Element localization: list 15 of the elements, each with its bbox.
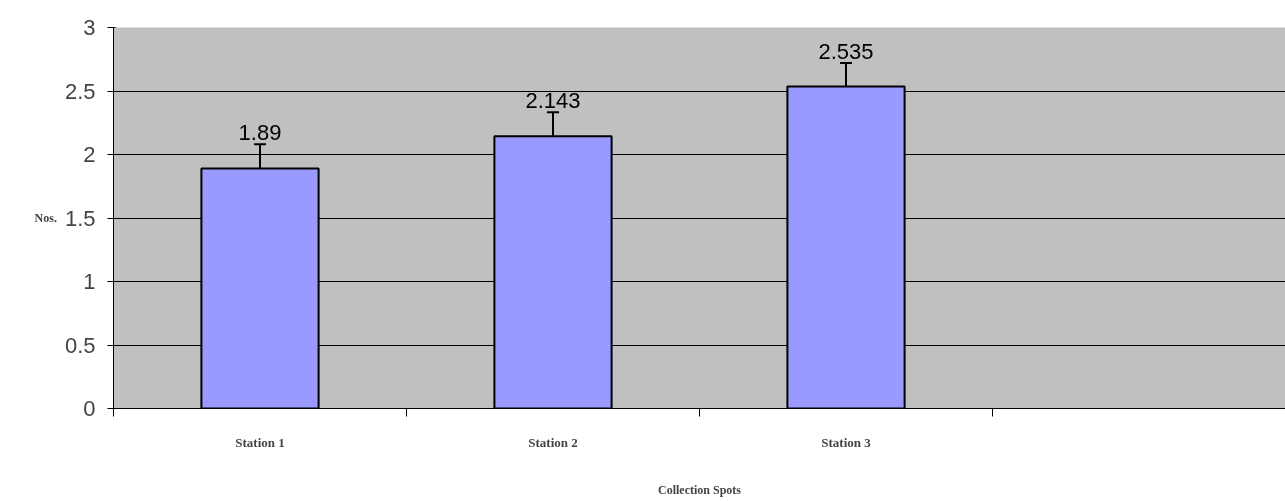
y-tick-label: 2 [83, 142, 96, 167]
x-tick-label: Station 2 [528, 434, 578, 450]
data-label: 1.89 [238, 120, 282, 146]
data-label: 2.143 [525, 88, 581, 114]
y-tick-label: 0.5 [64, 332, 96, 358]
y-tick-label: 2.5 [64, 78, 96, 104]
y-axis-title: Nos. [34, 211, 57, 225]
x-tick-label: Station 3 [821, 434, 872, 450]
y-tick-label: 1.5 [64, 205, 96, 231]
y-tick-label: 1 [83, 269, 96, 294]
y-tick-label: 3 [83, 15, 96, 40]
x-tick-label: Station 1 [235, 434, 285, 450]
y-tick-label: 0 [83, 396, 96, 421]
x-axis-title: Collection Spots [658, 482, 742, 497]
data-label: 2.535 [818, 39, 874, 65]
